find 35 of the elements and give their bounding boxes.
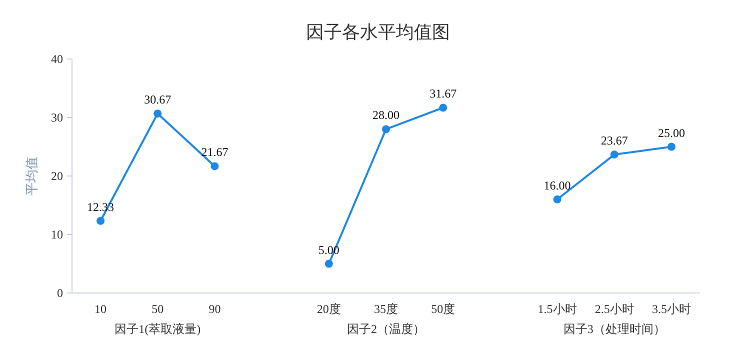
point [96, 216, 105, 225]
point [382, 125, 390, 134]
point [667, 142, 676, 151]
data-label: 31.67 [430, 86, 457, 101]
x-tick-label: 50 [152, 302, 164, 316]
text: 因子3（处理时间） [563, 322, 666, 336]
data-label: 16.00 [544, 178, 571, 192]
y-axis-title: 平均值 [25, 156, 40, 196]
point [324, 260, 333, 268]
y-tick-label: 10 [51, 228, 63, 242]
y-tick-label: 0 [57, 286, 63, 300]
data-label: 23.67 [600, 134, 628, 148]
x-tick-label: 35度 [374, 302, 398, 316]
y-tick-label: 40 [51, 52, 63, 66]
data-label: 25.00 [658, 126, 685, 140]
x-tick-label: 50度 [431, 302, 456, 316]
x-tick-label: 2.5小时 [594, 302, 634, 316]
chart-title: 因子各水平均值图 [306, 22, 450, 43]
point [210, 162, 219, 170]
text: 因子2（温度） [347, 322, 425, 336]
text: 因子1(萃取液量) [114, 322, 201, 336]
data-label: 28.00 [372, 108, 400, 122]
x-tick-label: 3.5小时 [652, 302, 691, 316]
x-tick-label: 20度 [316, 302, 341, 316]
point [439, 104, 448, 112]
y-tick-label: 30 [51, 110, 63, 124]
point [610, 150, 618, 159]
x-tick-label: 90 [208, 302, 221, 316]
x-tick-label: 10 [94, 302, 107, 316]
data-label: 30.67 [144, 92, 172, 107]
y-tick-label: 20 [51, 169, 63, 183]
x-tick-label: 1.5小时 [538, 302, 577, 316]
data-label: 21.67 [201, 145, 228, 160]
point [154, 110, 162, 118]
point [553, 195, 562, 204]
